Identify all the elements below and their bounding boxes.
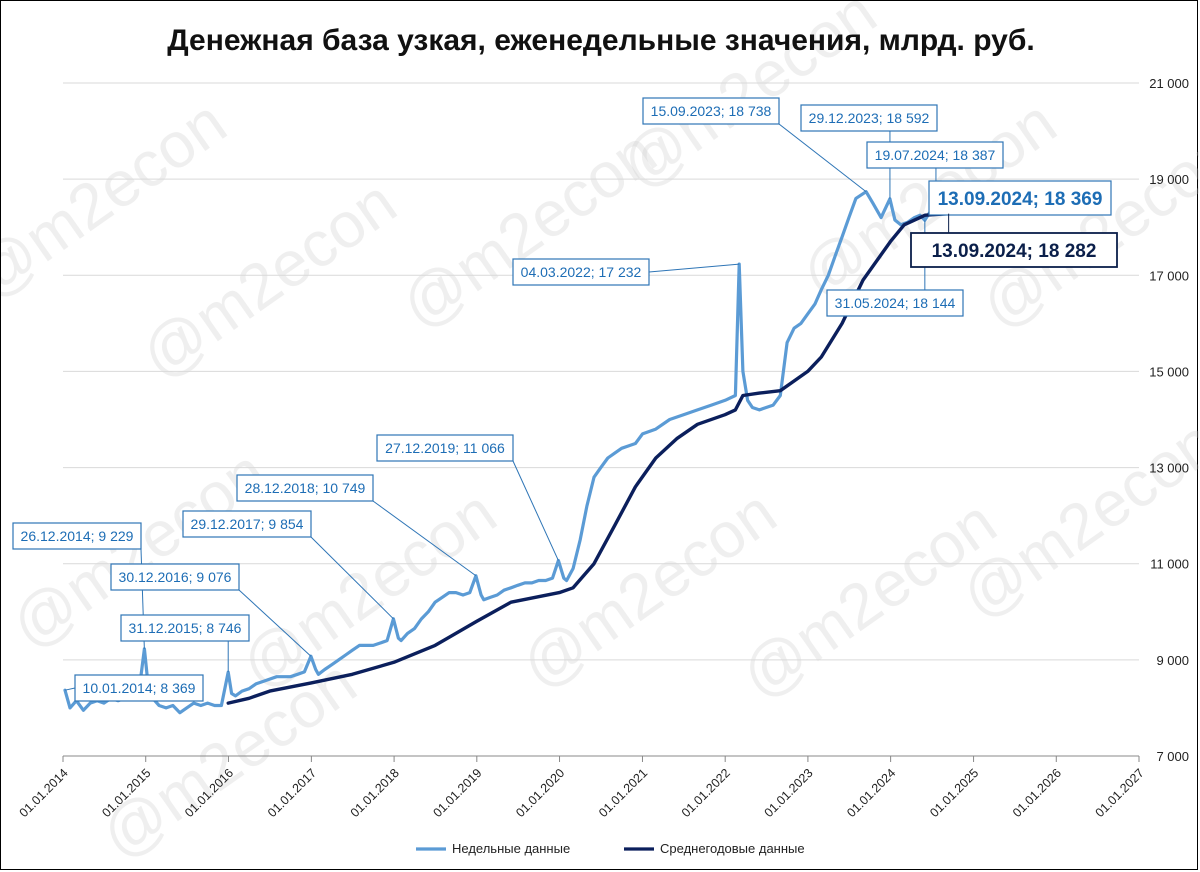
annotation-box bbox=[642, 97, 780, 125]
x-tick-label: 01.01.2023 bbox=[762, 766, 816, 820]
x-tick-label: 01.01.2018 bbox=[348, 766, 402, 820]
annotation: 15.09.2023; 18 738 bbox=[642, 97, 867, 193]
annotation: 31.05.2024; 18 144 bbox=[826, 220, 964, 317]
annotation-box bbox=[182, 510, 312, 538]
x-tick-label: 01.01.2021 bbox=[596, 766, 650, 820]
watermark-text: @m2econ bbox=[128, 166, 409, 393]
annotation-label: 15.09.2023; 18 738 bbox=[651, 103, 772, 119]
annotation-label: 31.12.2015; 8 746 bbox=[129, 620, 242, 636]
annotation-label: 28.12.2018; 10 749 bbox=[245, 480, 366, 496]
legend: Недельные данные Среднегодовые данные bbox=[416, 841, 805, 856]
annotation-label: 30.12.2016; 9 076 bbox=[119, 569, 232, 585]
chart-title: Денежная база узкая, еженедельные значен… bbox=[167, 24, 1034, 57]
annotation: 10.01.2014; 8 369 bbox=[64, 674, 204, 702]
annotation-leader bbox=[648, 263, 740, 273]
annotation: 29.12.2017; 9 854 bbox=[182, 510, 394, 620]
annotation-leader bbox=[310, 536, 394, 620]
x-tick-label: 01.01.2019 bbox=[430, 766, 484, 820]
annotation-leader bbox=[372, 500, 477, 577]
annotation-label: 04.03.2022; 17 232 bbox=[521, 264, 642, 280]
x-tick-label: 01.01.2027 bbox=[1093, 766, 1147, 820]
annotation: 13.09.2024; 18 282 bbox=[910, 213, 1118, 268]
annotation-box bbox=[376, 434, 514, 462]
annotation: 29.12.2023; 18 592 bbox=[800, 104, 938, 199]
annotation-label: 10.01.2014; 8 369 bbox=[83, 680, 196, 696]
annotation-box bbox=[120, 614, 250, 642]
annotation-label: 29.12.2017; 9 854 bbox=[191, 516, 304, 532]
annotation-leader bbox=[778, 123, 867, 193]
y-tick-label: 17 000 bbox=[1149, 268, 1189, 283]
annotation: 30.12.2016; 9 076 bbox=[110, 563, 312, 657]
y-tick-label: 11 000 bbox=[1150, 557, 1189, 572]
x-tick-label: 01.01.2024 bbox=[844, 766, 898, 820]
x-tick-label: 01.01.2026 bbox=[1010, 766, 1064, 820]
legend-label: Недельные данные bbox=[452, 841, 570, 856]
annotation-label: 13.09.2024; 18 369 bbox=[938, 189, 1103, 210]
annotation-box bbox=[236, 474, 374, 502]
annotation-label: 19.07.2024; 18 387 bbox=[875, 147, 996, 163]
annotation-leader bbox=[238, 589, 312, 657]
annotation: 13.09.2024; 18 369 bbox=[928, 180, 1112, 216]
annotation-box bbox=[12, 522, 142, 550]
annotation-box bbox=[928, 180, 1112, 216]
annotation: 26.12.2014; 9 229 bbox=[12, 522, 145, 649]
annotation-label: 31.05.2024; 18 144 bbox=[835, 295, 956, 311]
series-line-weekly bbox=[63, 190, 951, 715]
y-tick-label: 21 000 bbox=[1149, 76, 1189, 91]
y-axis: 7 000 9 000 11 000 13 000 15 000 17 000 19 000… bbox=[1149, 76, 1189, 764]
annotation-box bbox=[866, 141, 1004, 169]
x-tick-label: 01.01.2025 bbox=[927, 766, 981, 820]
annotation-box bbox=[512, 258, 650, 286]
annotation-leader bbox=[64, 687, 76, 691]
annotation-leader bbox=[512, 460, 559, 561]
annotation-box bbox=[826, 289, 964, 317]
annotation: 27.12.2019; 11 066 bbox=[376, 434, 559, 561]
annotation-box bbox=[74, 674, 204, 702]
annotation-box bbox=[910, 232, 1118, 268]
annotation-label: 27.12.2019; 11 066 bbox=[385, 440, 505, 456]
annotation-label: 13.09.2024; 18 282 bbox=[932, 241, 1097, 262]
x-tick-label: 01.01.2020 bbox=[513, 766, 567, 820]
annotation: 04.03.2022; 17 232 bbox=[512, 258, 740, 286]
annotation-box bbox=[110, 563, 240, 591]
y-tick-label: 9 000 bbox=[1156, 653, 1189, 668]
y-tick-label: 13 000 bbox=[1149, 461, 1189, 476]
annotation-box bbox=[800, 104, 938, 132]
annotation-label: 26.12.2014; 9 229 bbox=[21, 528, 134, 544]
annotation-layer: 10.01.2014; 8 369 26.12.2014; 9 229 31.12.… bbox=[12, 97, 1118, 702]
annotation: 28.12.2018; 10 749 bbox=[236, 474, 477, 577]
legend-label: Среднегодовые данные bbox=[660, 841, 805, 856]
annotation: 31.12.2015; 8 746 bbox=[120, 614, 250, 673]
x-tick-label: 01.01.2017 bbox=[265, 766, 319, 820]
annotation: 19.07.2024; 18 387 bbox=[866, 141, 1004, 209]
y-tick-label: 7 000 bbox=[1156, 749, 1189, 764]
x-tick-label: 01.01.2022 bbox=[679, 766, 733, 820]
y-tick-label: 15 000 bbox=[1149, 364, 1189, 379]
annotation-label: 29.12.2023; 18 592 bbox=[809, 110, 930, 126]
x-tick-label: 01.01.2014 bbox=[17, 766, 71, 820]
watermark-text: @m2econ bbox=[1, 86, 239, 313]
y-tick-label: 19 000 bbox=[1149, 172, 1189, 187]
